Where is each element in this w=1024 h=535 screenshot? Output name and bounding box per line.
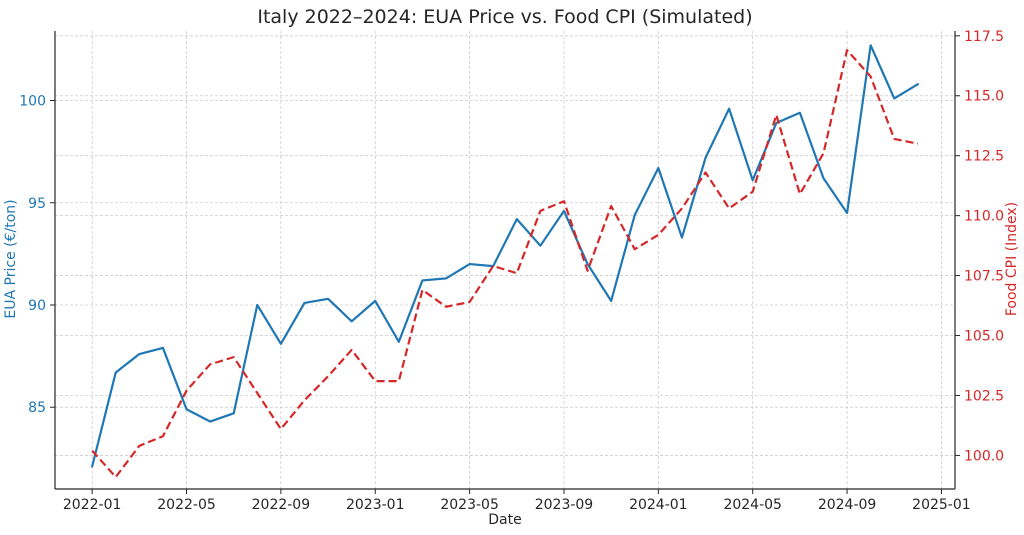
- y-right-tick-label: 112.5: [964, 149, 1004, 165]
- x-tick-label: 2023-05: [440, 497, 499, 513]
- series-layer: [91, 44, 919, 479]
- grid: [55, 31, 955, 489]
- x-tick-label: 2024-01: [629, 497, 688, 513]
- x-tick-label: 2022-05: [157, 497, 216, 513]
- x-tick-label: 2022-09: [252, 497, 311, 513]
- y-left-tick-label: 90: [28, 298, 46, 314]
- y-right-tick-label: 100.0: [964, 448, 1004, 464]
- food-cpi-line: [91, 49, 919, 479]
- y-axis-right-label: Food CPI (Index): [1004, 202, 1020, 316]
- y-right-tick-label: 117.5: [964, 29, 1004, 45]
- y-left-tick-label: 85: [28, 400, 46, 416]
- x-tick-label: 2023-09: [535, 497, 594, 513]
- eua-price-line: [91, 44, 919, 468]
- axes: [50, 31, 960, 494]
- y-axis-left-label: EUA Price (€/ton): [3, 199, 19, 318]
- tick-labels: 2022-01 2022-05 2022-09 2023-01 2023-05 2023-…: [19, 29, 1004, 513]
- y-right-tick-label: 102.5: [964, 388, 1004, 404]
- y-right-tick-label: 105.0: [964, 329, 1004, 345]
- y-left-tick-label: 95: [28, 196, 46, 212]
- y-right-tick-label: 115.0: [964, 89, 1004, 105]
- x-tick-label: 2022-01: [63, 497, 122, 513]
- x-tick-label: 2024-05: [723, 497, 782, 513]
- y-left-tick-label: 100: [19, 94, 46, 110]
- x-tick-label: 2025-01: [912, 497, 971, 513]
- x-tick-label: 2023-01: [346, 497, 405, 513]
- chart-title: Italy 2022–2024: EUA Price vs. Food CPI …: [257, 6, 752, 28]
- y-right-tick-label: 110.0: [964, 209, 1004, 225]
- x-tick-label: 2024-09: [818, 497, 877, 513]
- x-axis-label: Date: [488, 512, 521, 528]
- y-right-tick-label: 107.5: [964, 269, 1004, 285]
